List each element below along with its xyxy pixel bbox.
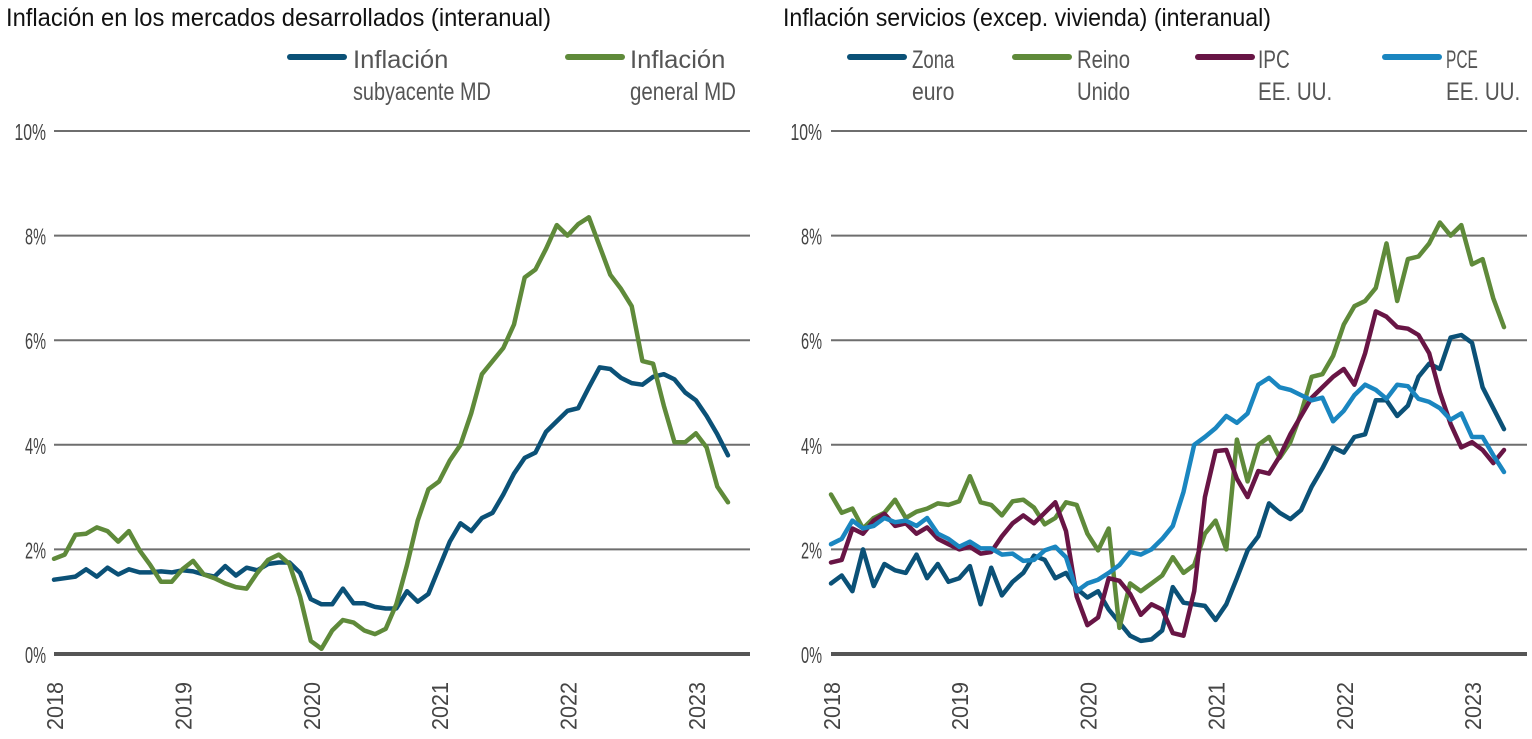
series-line-ipc-ee-uu- (828, 309, 1507, 638)
legend-label: EE. UU. (1258, 78, 1332, 106)
x-tick-label: 2023 (1460, 682, 1486, 730)
y-tick-label: 4% (801, 433, 822, 459)
legend-label: subyacente MD (353, 78, 491, 106)
legend-item: Zona euro (847, 46, 954, 106)
y-tick-label: 8% (801, 224, 822, 250)
y-tick-label: 2% (801, 537, 822, 563)
series-line-zona-euro (828, 332, 1507, 644)
legend-label: EE. UU. (1446, 78, 1520, 106)
x-tick-label: 2022 (556, 682, 582, 730)
series-line-inflaci-n-subyacente-md (51, 365, 731, 611)
legend-item: PCE EE. UU. (1382, 46, 1520, 106)
chart-panel-2: Inflación servicios (excep. vivienda) (i… (783, 4, 1527, 730)
y-tick-label: 0% (25, 642, 46, 668)
legend-item: Inflación general MD (565, 46, 736, 106)
x-tick-label: 2021 (1204, 682, 1230, 730)
legend-label: Reino (1077, 46, 1130, 74)
x-tick-label: 2020 (299, 682, 325, 730)
y-tick-label: 6% (25, 328, 46, 354)
x-tick-label: 2019 (947, 682, 973, 730)
x-tick-label: 2022 (1332, 682, 1358, 730)
y-tick-label: 10% (791, 119, 823, 145)
legend-item: Reino Unido (1012, 46, 1130, 106)
chart-title: Inflación en los mercados desarrollados … (6, 4, 551, 32)
y-tick-label: 2% (25, 537, 46, 563)
y-tick-label: 8% (25, 224, 46, 250)
legend-label: Unido (1077, 78, 1130, 106)
series-line-pce-ee-uu- (828, 375, 1507, 594)
x-tick-label: 2018 (819, 682, 845, 730)
y-tick-label: 10% (15, 119, 47, 145)
legend-label: IPC (1258, 46, 1290, 74)
legend-label: PCE (1446, 46, 1478, 74)
legend-label: Inflación (630, 46, 725, 74)
x-tick-label: 2019 (170, 682, 196, 730)
series-line-reino-unido (828, 220, 1507, 631)
legend-label: general MD (630, 78, 736, 106)
y-tick-label: 0% (801, 642, 822, 668)
y-tick-label: 6% (801, 328, 822, 354)
y-tick-label: 4% (25, 433, 46, 459)
chart-panel-1: Inflación en los mercados desarrollados … (6, 4, 750, 730)
series-line-inflaci-n-general-md (51, 215, 731, 652)
chart-title: Inflación servicios (excep. vivienda) (i… (783, 4, 1271, 32)
legend-label: Zona (912, 46, 954, 74)
x-tick-label: 2020 (1075, 682, 1101, 730)
legend-label: euro (912, 78, 954, 106)
x-tick-label: 2023 (684, 682, 710, 730)
legend-item: IPC EE. UU. (1195, 46, 1332, 106)
x-tick-label: 2018 (42, 682, 68, 730)
legend-item: Inflación subyacente MD (287, 46, 491, 106)
legend-label: Inflación (353, 46, 448, 74)
x-tick-label: 2021 (427, 682, 453, 730)
